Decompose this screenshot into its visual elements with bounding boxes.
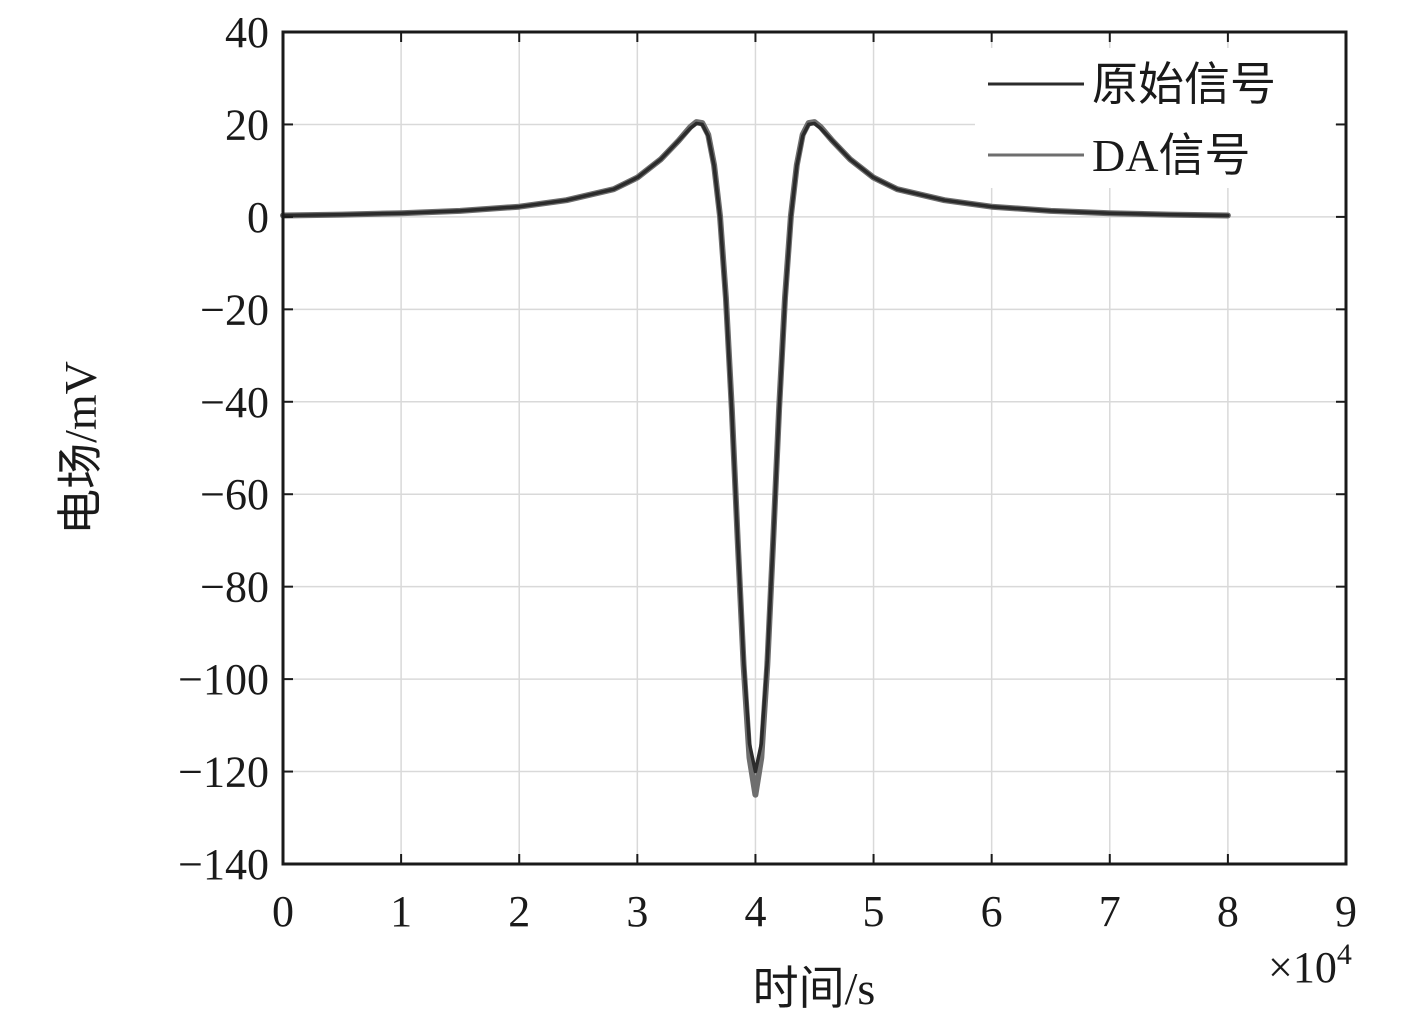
x-axis-label: 时间/s <box>753 963 876 1014</box>
y-tick-label: −60 <box>200 470 269 519</box>
x-tick-label: 7 <box>1099 887 1121 936</box>
y-tick-label: 40 <box>225 8 269 57</box>
y-tick-label: −140 <box>178 840 269 889</box>
legend-background <box>975 48 1335 188</box>
x-tick-label: 2 <box>508 887 530 936</box>
y-tick-labels: 40 20 0 −20 −40 −60 −80 −100 −120 −140 <box>178 8 269 889</box>
series-lines <box>280 119 1231 798</box>
series-line-original <box>281 121 1230 774</box>
legend: 原始信号 DA信号 <box>975 48 1335 188</box>
x-tick-labels: 0 1 2 3 4 5 6 7 8 9 <box>272 887 1357 936</box>
x-tick-label: 6 <box>981 887 1003 936</box>
y-tick-label: −120 <box>178 748 269 797</box>
plot-frame <box>281 30 1348 866</box>
x-tick-label: 1 <box>390 887 412 936</box>
y-tick-label: −20 <box>200 285 269 334</box>
y-tick-label: 0 <box>247 193 269 242</box>
legend-label-da: DA信号 <box>1092 130 1250 181</box>
x-tick-label: 8 <box>1217 887 1239 936</box>
y-tick-label: −40 <box>200 378 269 427</box>
x-tick-label: 9 <box>1335 887 1357 936</box>
x-tick-label: 3 <box>626 887 648 936</box>
x-tick-label: 4 <box>744 887 766 936</box>
x-tick-label: 5 <box>863 887 885 936</box>
y-tick-label: −100 <box>178 655 269 704</box>
y-tick-label: 20 <box>225 100 269 149</box>
axis-ticks <box>282 31 1347 865</box>
x-tick-label: 0 <box>272 887 294 936</box>
y-axis-label: 电场/mV <box>55 361 106 535</box>
legend-label-original: 原始信号 <box>1092 59 1276 110</box>
x-axis-multiplier: ×104 <box>1268 938 1352 992</box>
y-tick-label: −80 <box>200 563 269 612</box>
